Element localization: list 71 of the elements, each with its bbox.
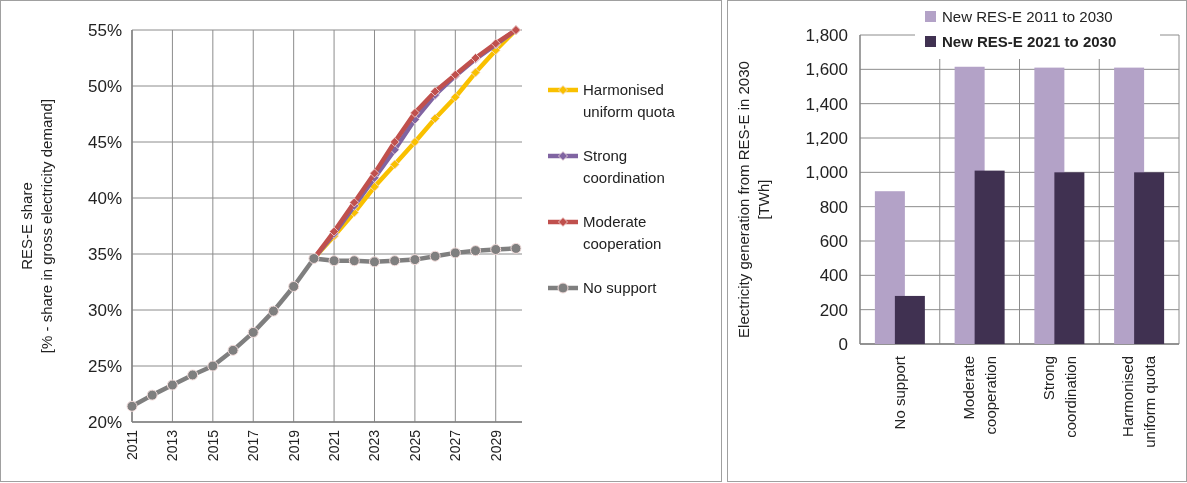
point xyxy=(510,242,522,254)
point xyxy=(450,92,461,103)
point xyxy=(389,137,400,147)
point xyxy=(430,86,441,97)
y-tick-label: 1,800 xyxy=(805,25,848,45)
point xyxy=(247,326,259,338)
bar xyxy=(1134,172,1165,344)
y-tick-label: 45% xyxy=(87,132,122,152)
point xyxy=(410,107,420,118)
y-tick-label: 1,000 xyxy=(805,163,848,183)
x-tick-label: 2019 xyxy=(285,429,302,462)
y-axis-title: RES-E share [% - share in gross electricity demand] xyxy=(18,98,55,354)
point xyxy=(369,168,380,179)
point xyxy=(410,137,420,147)
x-tick-label: 2011 xyxy=(123,429,140,461)
x-tick-label: 2013 xyxy=(164,429,181,462)
x-tick-label: 2023 xyxy=(366,429,383,462)
y-tick-label: 200 xyxy=(819,300,848,320)
point xyxy=(368,256,380,268)
point xyxy=(449,247,461,259)
point xyxy=(389,255,401,267)
x-tick-label: 2015 xyxy=(204,429,221,462)
legend-label: New RES-E 2021 to 2030 xyxy=(942,33,1117,51)
y-tick-label: 20% xyxy=(87,412,122,432)
point xyxy=(348,255,360,267)
bar xyxy=(1054,172,1085,344)
y-tick-label: 400 xyxy=(819,266,848,286)
point xyxy=(429,250,441,262)
x-tick-label: 2027 xyxy=(447,429,464,462)
legend-label: Harmonised uniform quota xyxy=(583,81,676,121)
legend-label: New RES-E 2011 to 2030 xyxy=(942,8,1113,26)
point xyxy=(389,159,400,170)
y-tick-label: 1,400 xyxy=(805,94,848,114)
y-tick-label: 55% xyxy=(87,20,122,40)
y-tick-label: 800 xyxy=(819,197,848,217)
point xyxy=(227,344,239,356)
bar xyxy=(894,295,925,344)
y-axis-title: Electricity generation from RES-E in 2030 [TWh] xyxy=(735,61,772,338)
point xyxy=(470,245,482,257)
point xyxy=(430,113,441,124)
point xyxy=(187,369,199,381)
legend-label: Moderate cooperation xyxy=(583,213,662,253)
y-tick-label: 25% xyxy=(87,356,122,376)
x-tick-label: No support xyxy=(891,355,909,430)
x-tick-label: 2025 xyxy=(406,429,423,462)
point xyxy=(470,67,481,78)
legend-label: Strong coordination xyxy=(583,147,665,187)
point xyxy=(490,244,502,256)
point xyxy=(369,181,380,192)
y-tick-label: 1,600 xyxy=(805,60,848,80)
point xyxy=(207,360,219,372)
y-tick-label: 0 xyxy=(838,334,848,354)
y-tick-label: 1,200 xyxy=(805,128,848,148)
bar xyxy=(974,170,1005,344)
y-tick-label: 40% xyxy=(87,188,122,208)
x-tick-label: 2017 xyxy=(245,429,262,462)
y-tick-label: 35% xyxy=(87,244,122,264)
y-tick-label: 600 xyxy=(819,231,848,251)
point xyxy=(267,305,279,317)
point xyxy=(146,389,158,401)
x-tick-label: Moderate cooperation xyxy=(959,356,999,435)
x-tick-label: 2029 xyxy=(487,429,504,462)
point xyxy=(409,254,421,266)
legend-label: No support xyxy=(583,279,658,297)
point xyxy=(126,400,138,412)
y-tick-label: 30% xyxy=(87,300,122,320)
y-tick-label: 50% xyxy=(87,76,122,96)
x-tick-label: 2021 xyxy=(325,429,342,462)
point xyxy=(288,280,300,292)
point xyxy=(166,379,178,391)
point xyxy=(328,255,340,267)
